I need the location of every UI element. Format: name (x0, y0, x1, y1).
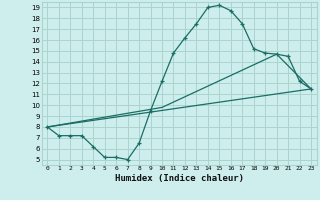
X-axis label: Humidex (Indice chaleur): Humidex (Indice chaleur) (115, 174, 244, 183)
